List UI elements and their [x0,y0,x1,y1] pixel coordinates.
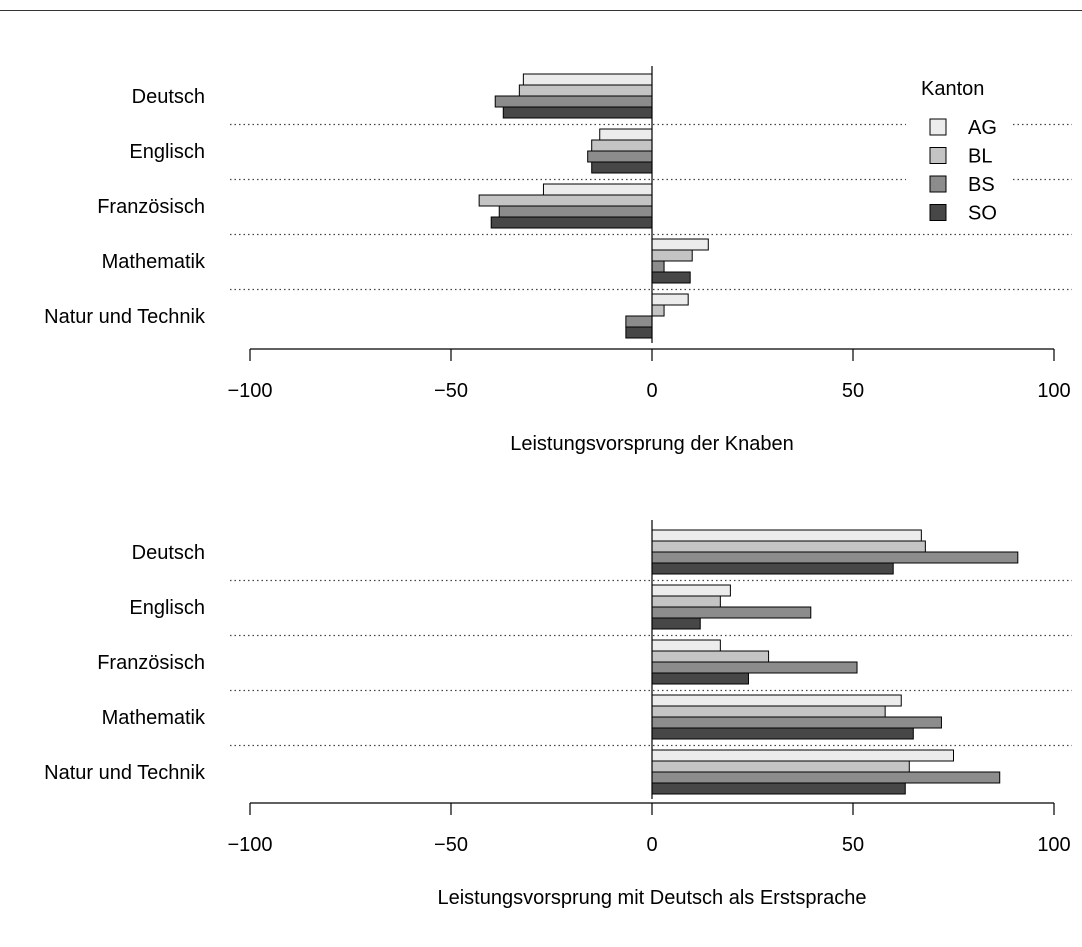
category-label: Englisch [129,597,205,619]
bar-AG-mathematik [651,238,709,251]
bar-SO-natur-und-technik [625,326,653,339]
legend-label-BS: BS [968,174,995,196]
category-label: Deutsch [132,86,205,108]
bar-SO-natur-und-technik [651,782,906,795]
x-tick-label: −50 [434,834,468,856]
category-label: Natur und Technik [44,762,206,784]
bar-BL-deutsch [518,84,653,97]
bar-SO-französisch [651,672,749,685]
legend-label-SO: SO [968,203,997,225]
legend-swatch-BS [929,175,947,193]
bar-SO-mathematik [651,727,914,740]
bar-BS-natur-und-technik [651,771,1001,784]
chart-panel-2: Deutsch Englisch Französisch Mathematik Natu… [44,520,1072,909]
bar-SO-englisch [591,161,653,174]
bar-BL-französisch [478,194,653,207]
bar-SO-deutsch [502,106,653,119]
top-rule [0,10,1082,11]
x-tick-label: 50 [842,380,864,402]
bar-BL-mathematik [651,249,693,262]
bar-BS-französisch [651,661,858,674]
bar-SO-englisch [651,617,701,630]
bar-AG-natur-und-technik [651,293,689,306]
bar-SO-französisch [490,216,653,229]
legend-swatch-AG [929,118,947,136]
bar-AG-französisch [542,183,653,196]
bar-AG-deutsch [522,73,653,86]
bar-BS-englisch [651,606,812,619]
legend-label-BL: BL [968,146,992,168]
bar-BL-englisch [651,595,721,608]
category-label: Mathematik [102,707,206,729]
x-tick-label: 50 [842,834,864,856]
legend-label-AG: AG [968,117,997,139]
bar-AG-englisch [651,584,731,597]
category-label: Französisch [97,652,205,674]
bar-BS-deutsch [494,95,653,108]
x-tick-label: 100 [1037,834,1070,856]
bar-BL-französisch [651,650,770,663]
category-label: Mathematik [102,251,206,273]
bar-BS-mathematik [651,716,942,729]
bar-BS-englisch [587,150,653,163]
bar-AG-französisch [651,639,721,652]
bar-AG-natur-und-technik [651,749,954,762]
legend-background [906,72,1012,232]
bar-BS-natur-und-technik [625,315,653,328]
legend-swatch-SO [929,204,947,221]
legend-title: Kanton [921,78,984,100]
bar-AG-mathematik [651,694,902,707]
bar-BS-mathematik [651,260,665,273]
category-label: Englisch [129,141,205,163]
x-tick-label: 0 [646,834,657,856]
x-tick-label: −100 [227,834,272,856]
x-tick-label: 0 [646,380,657,402]
category-label: Deutsch [132,542,205,564]
bar-BL-natur-und-technik [651,304,665,317]
x-tick-label: −50 [434,380,468,402]
chart-panel-1: Deutsch Englisch Französisch Mathematik Natu… [44,66,1072,455]
bar-BL-englisch [591,139,653,152]
bar-BS-deutsch [651,551,1019,564]
x-axis-label: Leistungsvorsprung der Knaben [510,433,794,455]
bar-AG-englisch [599,128,653,141]
x-tick-label: −100 [227,380,272,402]
x-axis-label: Leistungsvorsprung mit Deutsch als Ersts… [437,887,866,909]
bar-BL-natur-und-technik [651,760,910,773]
bar-BL-deutsch [651,540,926,553]
bar-SO-deutsch [651,562,894,575]
bar-BS-französisch [498,205,653,218]
legend-swatch-BL [929,147,947,164]
bar-BL-mathematik [651,705,886,718]
category-label: Französisch [97,196,205,218]
bar-SO-mathematik [651,271,691,284]
bar-AG-deutsch [651,529,922,542]
x-tick-label: 100 [1037,380,1070,402]
category-label: Natur und Technik [44,306,206,328]
legend: Kanton AG BL BS SO [906,72,1012,232]
